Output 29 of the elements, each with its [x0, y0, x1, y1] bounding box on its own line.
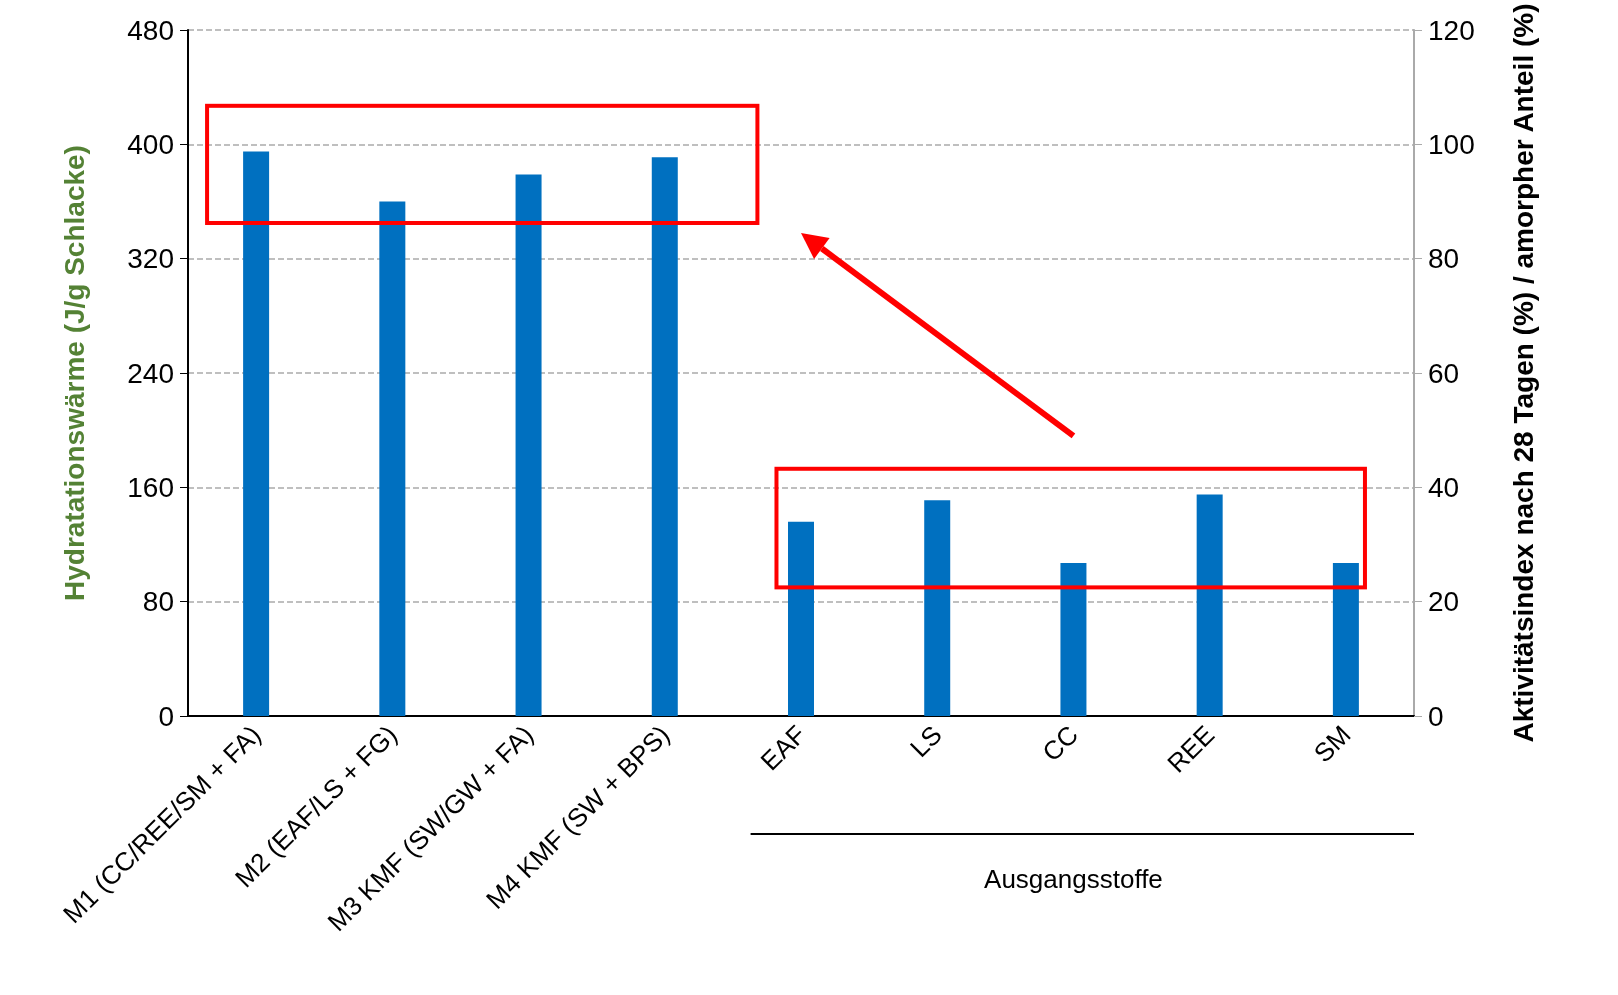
y2-axis-title: Aktivitätsindex nach 28 Tagen (%) / amorpher Anteil (%) [1507, 3, 1539, 743]
x-tick-label: LS [904, 719, 948, 764]
bar [651, 157, 678, 716]
y2-tick-label: 120 [1428, 14, 1475, 46]
bar [1332, 563, 1359, 716]
y2-tick-label: 100 [1428, 128, 1475, 160]
y-tick-label: 480 [127, 14, 174, 46]
y2-tick-label: 40 [1428, 471, 1460, 503]
x-tick-label: CC [1036, 719, 1085, 768]
y-tick-label: 80 [142, 586, 174, 618]
bar [379, 201, 406, 716]
bar [243, 151, 270, 716]
bar [1196, 494, 1223, 716]
y2-tick-label: 60 [1428, 357, 1460, 389]
y-tick-label: 160 [127, 471, 174, 503]
y-axis-title: Hydratationswärme (J/g Schlacke) [58, 145, 90, 602]
y-tick-label: 320 [127, 243, 174, 275]
y-tick-label: 240 [127, 357, 174, 389]
y-tick-label: 400 [127, 128, 174, 160]
bar [515, 174, 542, 716]
y2-tick-label: 80 [1428, 243, 1460, 275]
y2-tick-label: 0 [1428, 700, 1444, 732]
bar [1060, 563, 1087, 716]
y2-tick-label: 20 [1428, 586, 1460, 618]
bar [788, 521, 814, 716]
bar [924, 500, 951, 716]
x-tick-label: SM [1307, 719, 1357, 769]
y-tick-label: 0 [158, 700, 174, 732]
text: Ausgangsstoffe [984, 864, 1163, 895]
